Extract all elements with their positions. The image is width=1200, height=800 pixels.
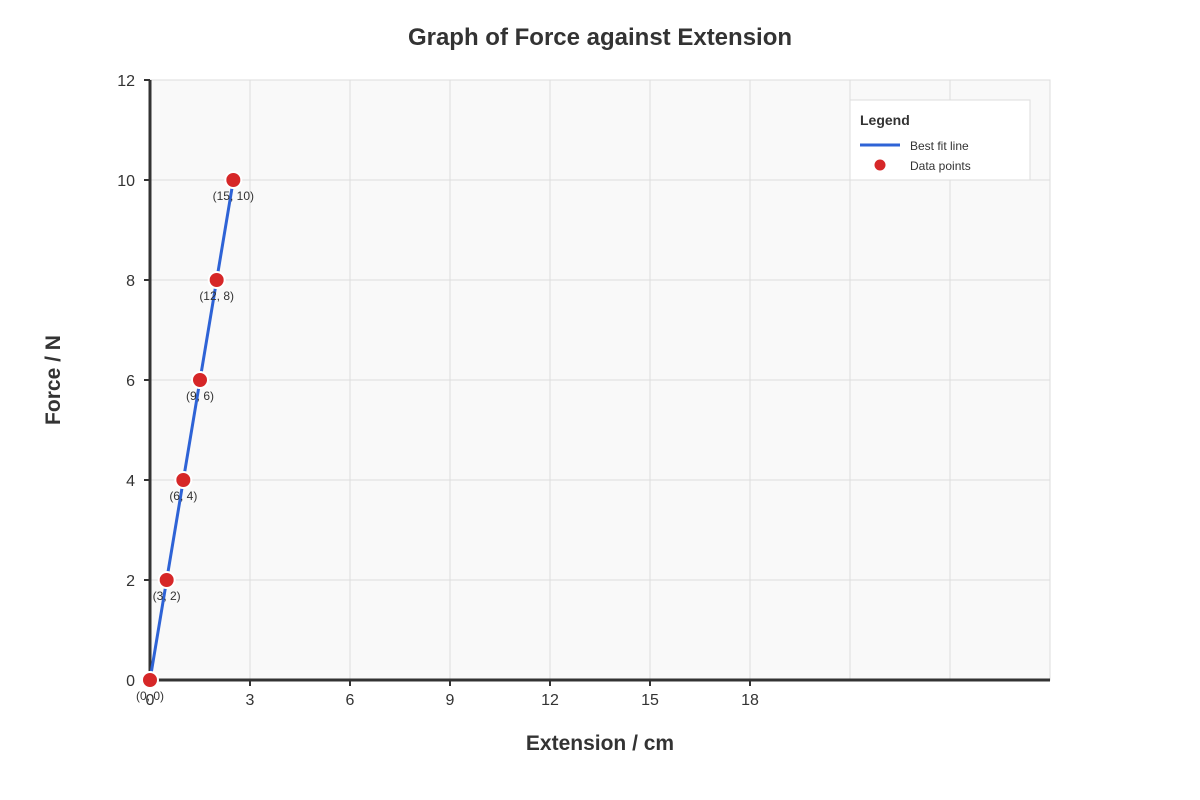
data-point [174, 471, 193, 489]
y-tick-label: 2 [126, 573, 135, 590]
x-axis-title: Extension / cm [526, 732, 674, 755]
data-point-label: (0, 0) [136, 689, 164, 703]
x-tick-label: 18 [741, 692, 759, 709]
legend-label-best-fit: Best fit line [910, 139, 969, 153]
y-tick-label: 10 [117, 173, 135, 190]
data-point-label: (3, 2) [153, 589, 181, 603]
data-point-label: (12, 8) [199, 289, 234, 303]
legend-marker-swatch [874, 159, 886, 171]
x-tick-label: 9 [446, 692, 455, 709]
best-fit-line-group [148, 179, 235, 681]
y-tick-label: 8 [126, 273, 135, 290]
x-tick-label: 6 [346, 692, 355, 709]
data-point [207, 271, 226, 289]
y-tick-label: 4 [126, 473, 135, 490]
x-tick-label: 12 [541, 692, 559, 709]
y-tick-label: 0 [126, 673, 135, 690]
data-point [157, 571, 176, 589]
data-point [141, 671, 159, 689]
data-points-group [141, 171, 243, 689]
y-axis-title: Force / N [42, 335, 65, 425]
data-point-label: (6, 4) [169, 489, 197, 503]
legend: Legend Best fit line Data points [849, 99, 1031, 181]
y-tick-label: 6 [126, 373, 135, 390]
tick-labels: 0 3 6 9 12 15 18 0 2 4 6 8 10 12 [117, 73, 759, 709]
x-tick-label: 0 [146, 692, 155, 709]
point-labels-group: (0, 0) (3, 2) (6, 4) (9, 6) (12, 8) (15, 10) [136, 189, 254, 703]
chart-title: Graph of Force against Extension [408, 24, 792, 51]
x-tick-label: 3 [246, 692, 255, 709]
data-point-label: (9, 6) [186, 389, 214, 403]
data-point [191, 371, 209, 389]
data-point-label: (15, 10) [213, 189, 254, 203]
y-tick-label: 12 [117, 73, 135, 90]
legend-label-data-points: Data points [910, 159, 971, 173]
best-fit-line [148, 179, 235, 681]
legend-title: Legend [860, 112, 910, 128]
x-tick-label: 15 [641, 692, 659, 709]
data-point [224, 171, 243, 189]
